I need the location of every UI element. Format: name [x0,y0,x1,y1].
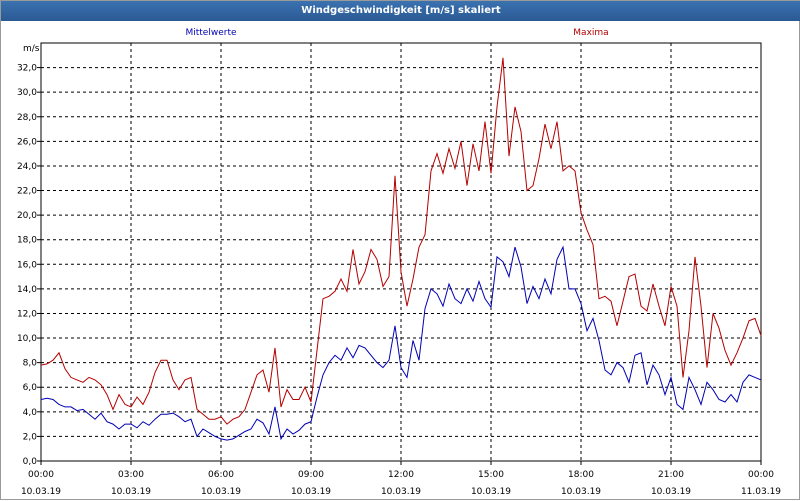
y-tick-label: 6,0 [23,383,38,393]
x-tick-date-label: 10.03.19 [561,487,601,497]
x-tick-time-label: 18:00 [568,470,594,480]
legend: Mittelwerte Maxima [185,28,608,38]
x-tick-date-label: 10.03.19 [381,487,421,497]
x-tick-date-label: 10.03.19 [201,487,241,497]
x-tick-date-label: 10.03.19 [651,487,691,497]
y-tick-label: 16,0 [17,260,37,270]
x-tick-date-label: 11.03.19 [741,487,781,497]
y-tick-label: 20,0 [17,211,37,221]
series-layer [40,57,762,441]
x-tick-time-label: 12:00 [388,470,414,480]
y-tick-label: 12,0 [17,309,37,319]
x-tick-date-label: 10.03.19 [471,487,511,497]
y-tick-label: 32,0 [17,64,37,74]
y-axis: 0,0 2,0 4,0 6,0 8,0 10,0 12,0 14,0 16,0 18,0 20,0 2… [17,64,41,467]
window-title: Windgeschwindigkeit [m/s] skaliert [1,1,800,21]
series-line-maxima [40,57,762,425]
legend-label-mittelwerte: Mittelwerte [185,28,236,38]
y-tick-label: 30,0 [17,88,37,98]
y-tick-label: 26,0 [17,137,37,147]
y-tick-label: 8,0 [23,359,38,369]
x-tick-date-label: 10.03.19 [111,487,151,497]
x-tick-date-label: 10.03.19 [21,487,61,497]
x-tick-time-label: 03:00 [118,470,144,480]
x-tick-time-label: 15:00 [478,470,504,480]
y-tick-label: 10,0 [17,334,37,344]
x-tick-time-label: 06:00 [208,470,234,480]
y-tick-label: 14,0 [17,285,37,295]
x-tick-time-label: 00:00 [28,470,54,480]
x-tick-date-label: 10.03.19 [291,487,331,497]
y-tick-label: 4,0 [23,408,38,418]
y-tick-label: 18,0 [17,236,37,246]
y-tick-label: 28,0 [17,113,37,123]
y-tick-label: 2,0 [23,432,38,442]
y-axis-label: m/s [23,44,40,54]
y-tick-label: 22,0 [17,187,37,197]
wind-speed-chart: 0,0 2,0 4,0 6,0 8,0 10,0 12,0 14,0 16,0 18,0 20,0 2… [17,28,781,497]
x-axis: 00:00 10.03.19 03:00 10.03.19 06:00 10.03.19 0… [21,461,781,497]
legend-label-maxima: Maxima [573,28,608,38]
x-tick-time-label: 21:00 [658,470,684,480]
x-tick-time-label: 09:00 [298,470,324,480]
y-tick-label: 24,0 [17,162,37,172]
x-tick-time-label: 00:00 [748,470,774,480]
series-line-mittelwerte [40,245,762,441]
grid-lines [41,43,761,461]
y-tick-label: 0,0 [23,457,38,467]
